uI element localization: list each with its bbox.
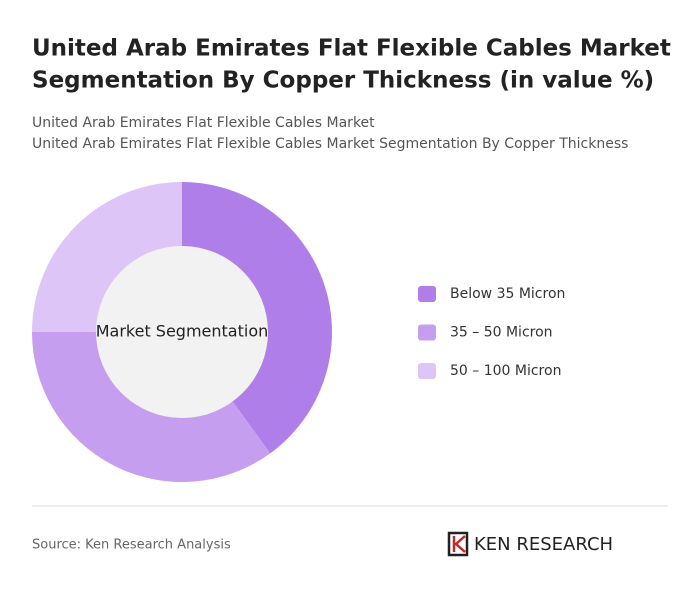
logo-icon xyxy=(452,535,466,553)
center-label: Market Segmentation xyxy=(96,322,269,341)
legend-swatch xyxy=(418,286,436,302)
logo: KEN RESEARCH xyxy=(447,531,613,557)
legend: Below 35 Micron 35 – 50 Micron 50 – 100 Mi… xyxy=(418,286,565,379)
donut-hole xyxy=(96,246,268,418)
logo-icon xyxy=(447,531,469,557)
logo-text: KEN RESEARCH xyxy=(474,534,613,555)
chart-subtitle: United Arab Emirates Flat Flexible Cable… xyxy=(32,115,375,131)
legend-label: 50 – 100 Micron xyxy=(450,363,561,379)
legend-label: 35 – 50 Micron xyxy=(450,325,553,341)
chart-title: United Arab Emirates Flat Flexible Cable… xyxy=(32,36,671,62)
legend-swatch xyxy=(418,324,436,341)
chart-title: Segmentation By Copper Thickness (in val… xyxy=(32,68,654,94)
legend-swatch xyxy=(418,363,436,379)
legend-label: Below 35 Micron xyxy=(450,286,565,302)
source: Source: Ken Research Analysis xyxy=(32,538,231,553)
chart-subtitle: United Arab Emirates Flat Flexible Cable… xyxy=(32,136,628,152)
